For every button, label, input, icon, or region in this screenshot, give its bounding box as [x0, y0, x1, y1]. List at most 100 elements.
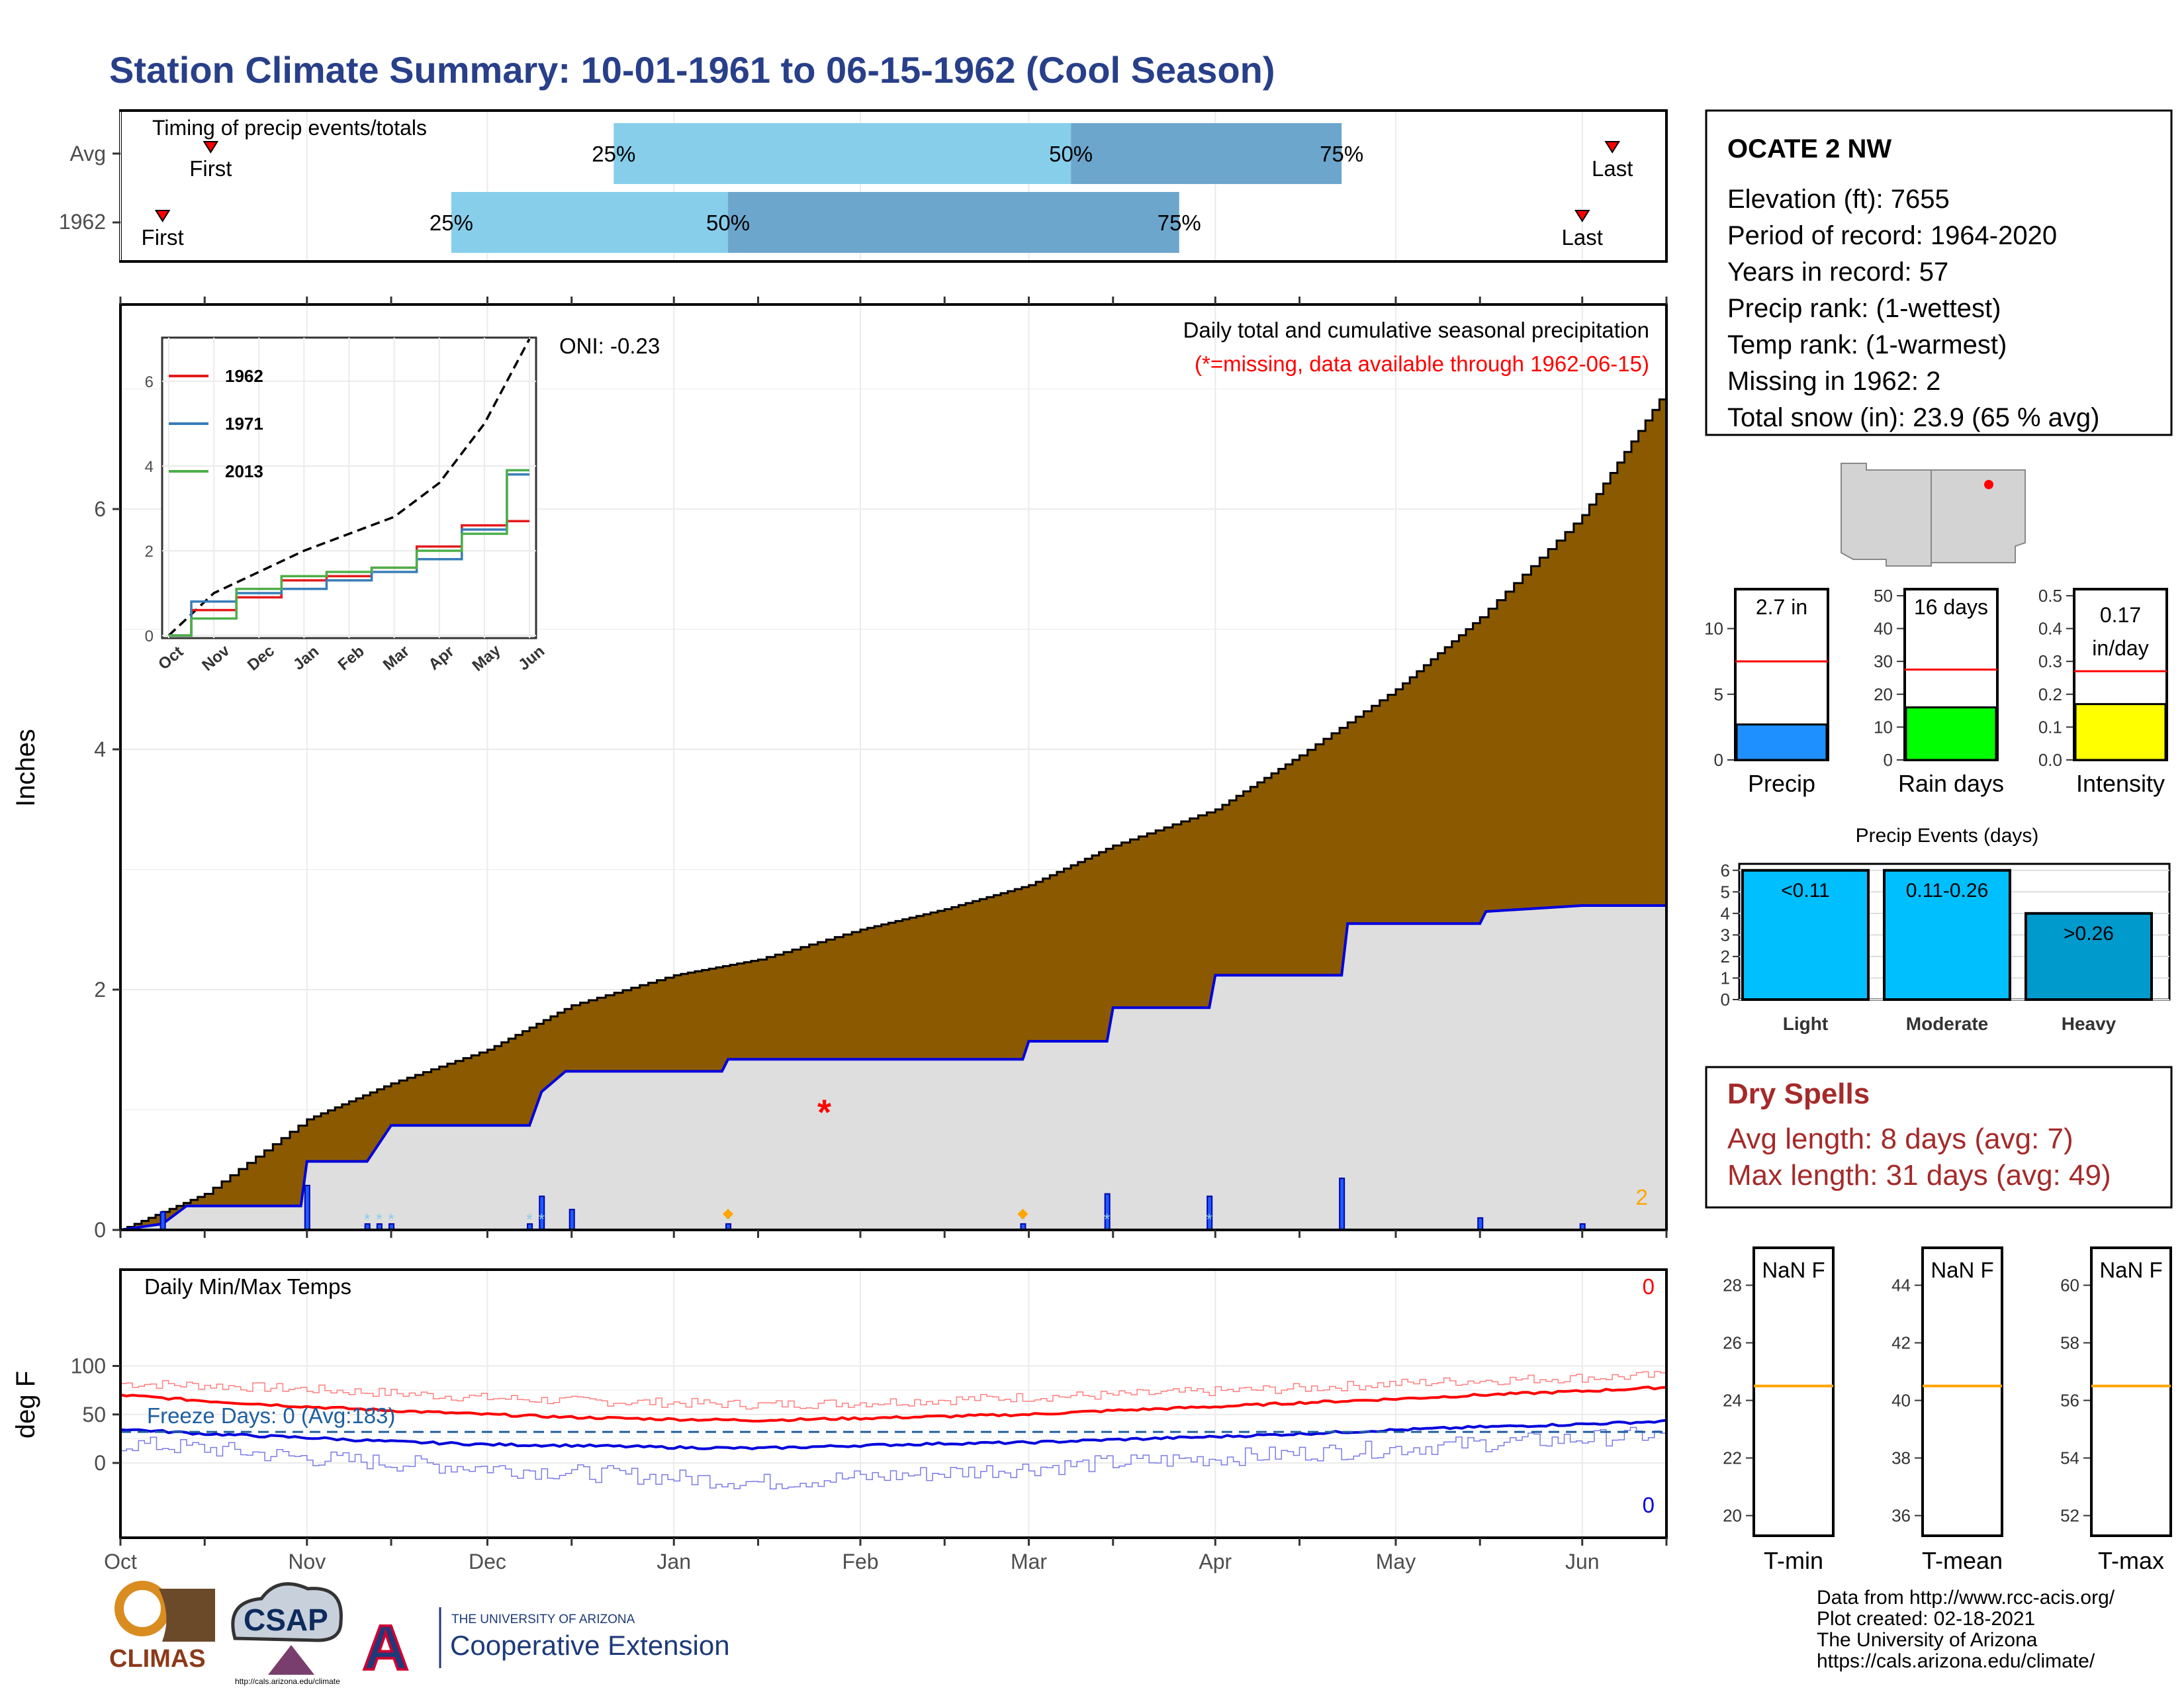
station-name: OCATE 2 NW — [1727, 134, 1891, 164]
temp-y-tick-label: 0 — [94, 1451, 106, 1475]
daily-precip-bar — [304, 1184, 310, 1231]
precip-y-axis: 0 2 4 6 — [94, 497, 120, 1242]
missing-data-marker: * — [817, 1093, 831, 1133]
first-event-label: First — [142, 225, 184, 250]
temp-panel-bg — [120, 1270, 1666, 1538]
events-y-tick-label: 3 — [1721, 925, 1730, 945]
orange-marker — [1017, 1209, 1028, 1219]
temp-box-y-tick-label: 20 — [1723, 1506, 1742, 1526]
events-y-tick-label: 5 — [1721, 882, 1730, 902]
footer-university: The University of Arizona — [1817, 1629, 2038, 1651]
timing-p25-label: 25% — [592, 142, 635, 166]
events-category-label: Heavy — [2062, 1013, 2116, 1034]
temp-box-y-tick-label: 56 — [2060, 1391, 2079, 1411]
precip-y-tick-label: 0 — [94, 1218, 106, 1242]
climas-logo: CLIMAS — [109, 1581, 215, 1673]
month-label: Jan — [657, 1550, 691, 1573]
events-category-label: Moderate — [1906, 1013, 1988, 1034]
temp-box-value: NaN F — [1931, 1258, 1993, 1282]
precip-panel-border — [119, 303, 1668, 1231]
station-location-marker — [1984, 480, 1993, 489]
month-label: Mar — [1011, 1550, 1047, 1573]
mini-value-bar — [1905, 706, 1997, 761]
temp-ylabel: deg F — [11, 1371, 40, 1438]
mini-y-tick-label: 0 — [1884, 750, 1893, 770]
events-bar-label: <0.11 — [1781, 880, 1830, 902]
tmax-extreme-line — [120, 1371, 1667, 1410]
month-label: Nov — [288, 1550, 326, 1573]
mini-y-tick-label: 0 — [1714, 750, 1723, 770]
inset-line-2013 — [169, 469, 529, 637]
precip-events-chart: Precip Events (days) 0 1 2 3 4 5 6 <0.11 Light 0.… — [1721, 825, 2171, 1034]
snow-marker: * — [1020, 1211, 1026, 1229]
inset-line-avg — [167, 338, 531, 637]
footer-created: Plot created: 02-18-2021 — [1817, 1608, 2035, 1630]
last-event-marker — [1604, 141, 1620, 154]
snow-marker: * — [725, 1211, 731, 1229]
ua-line2: Cooperative Extension — [450, 1630, 730, 1661]
timing-bar-q1 — [451, 192, 729, 253]
temp-panel-border — [119, 1268, 1668, 1539]
mini-y-tick-label: 20 — [1874, 684, 1893, 704]
snow-marker: * — [1104, 1211, 1110, 1229]
events-content: 0 1 2 3 4 5 6 <0.11 Light 0.11-0.26 Moderate >0.26 H… — [1721, 861, 2171, 1034]
temp-panel-title: Daily Min/Max Temps — [144, 1274, 351, 1299]
temp-grid — [120, 1270, 1666, 1538]
daily-precip-bar — [1339, 1177, 1345, 1231]
mini-y-tick-label: 5 — [1714, 684, 1723, 704]
last-event-label: Last — [1562, 225, 1603, 250]
last-event-label: Last — [1592, 156, 1633, 181]
timing-label: Timing of precip events/totals — [152, 116, 427, 140]
station-total-snow: Total snow (in): 23.9 (65 % avg) — [1727, 403, 2099, 432]
locator-map — [1840, 460, 2028, 567]
timing-p75-label: 75% — [1320, 142, 1363, 166]
timing-p50-label: 50% — [706, 211, 750, 235]
missing-count: 2 — [1636, 1185, 1648, 1209]
dry-spells-border — [1705, 1066, 2173, 1209]
mini-value-text: 16 days — [1914, 595, 1988, 619]
temp-box-y-tick-label: 22 — [1723, 1448, 1742, 1468]
first-event-marker — [154, 210, 171, 222]
mini-value-bar — [2074, 703, 2167, 761]
precip-panel-title: Daily total and cumulative seasonal prec… — [1183, 318, 1649, 342]
inset-y-tick-label: 2 — [145, 543, 154, 561]
temp-y-tick-label: 100 — [71, 1354, 106, 1378]
temp-box-y-tick-label: 28 — [1723, 1276, 1742, 1295]
station-precip-rank: Precip rank: (1-wettest) — [1727, 294, 2001, 323]
csap-logo-text: CSAP — [244, 1603, 328, 1637]
page-title: Station Climate Summary: 10-01-1961 to 0… — [109, 49, 1275, 91]
mini-y-tick-label: 0.0 — [2038, 750, 2062, 770]
csap-logo-mountain — [268, 1645, 314, 1675]
station-temp-rank: Temp rank: (1-warmest) — [1727, 330, 2007, 359]
month-label: Oct — [104, 1550, 137, 1573]
mini-y-tick-label: 0.2 — [2038, 684, 2062, 704]
mini-value-bar — [1735, 723, 1828, 761]
inset-y-tick-label: 4 — [145, 458, 154, 476]
temp-summary-boxes: NaN F 20 22 24 26 28 T-min NaN F 36 38 40 42 44 T-mea… — [1723, 1246, 2172, 1574]
map-state-east — [1931, 469, 2026, 563]
events-bar — [1883, 868, 2011, 1002]
temp-box-y-tick-label: 40 — [1891, 1391, 1911, 1411]
inset-legend-label: 1971 — [225, 414, 263, 434]
temp-box-frame — [1752, 1246, 1835, 1537]
temp-box-label: T-max — [2098, 1547, 2164, 1574]
mini-y-tick-label: 10 — [1874, 717, 1893, 737]
mini-y-tick-label: 40 — [1874, 619, 1893, 639]
mini-y-tick-label: 50 — [1874, 586, 1893, 606]
temp-box-label: T-min — [1764, 1547, 1823, 1574]
snow-marker: * — [539, 1211, 545, 1229]
temp-box-y-tick-label: 38 — [1891, 1448, 1911, 1468]
temp-box-value: NaN F — [2099, 1258, 2162, 1282]
mini-category-label: Rain days — [1898, 770, 2004, 797]
temp-box-label: T-mean — [1922, 1547, 2003, 1574]
temp-box-y-tick-label: 26 — [1723, 1333, 1742, 1353]
inset-y-tick-label: 0 — [145, 628, 154, 645]
first-event-label: First — [189, 156, 232, 181]
timing-bar-q2 — [1071, 123, 1342, 184]
mini-y-tick-label: 0.1 — [2038, 717, 2062, 737]
station-info-box: OCATE 2 NW Elevation (ft): 7655 Period o… — [1705, 109, 2173, 436]
mini-y-tick-label: 30 — [1874, 651, 1893, 671]
dry-spells-box: Dry Spells Avg length: 8 days (avg: 7) M… — [1705, 1066, 2173, 1209]
temp-layers — [120, 1371, 1667, 1490]
temp-box-y-tick-label: 36 — [1891, 1506, 1911, 1526]
